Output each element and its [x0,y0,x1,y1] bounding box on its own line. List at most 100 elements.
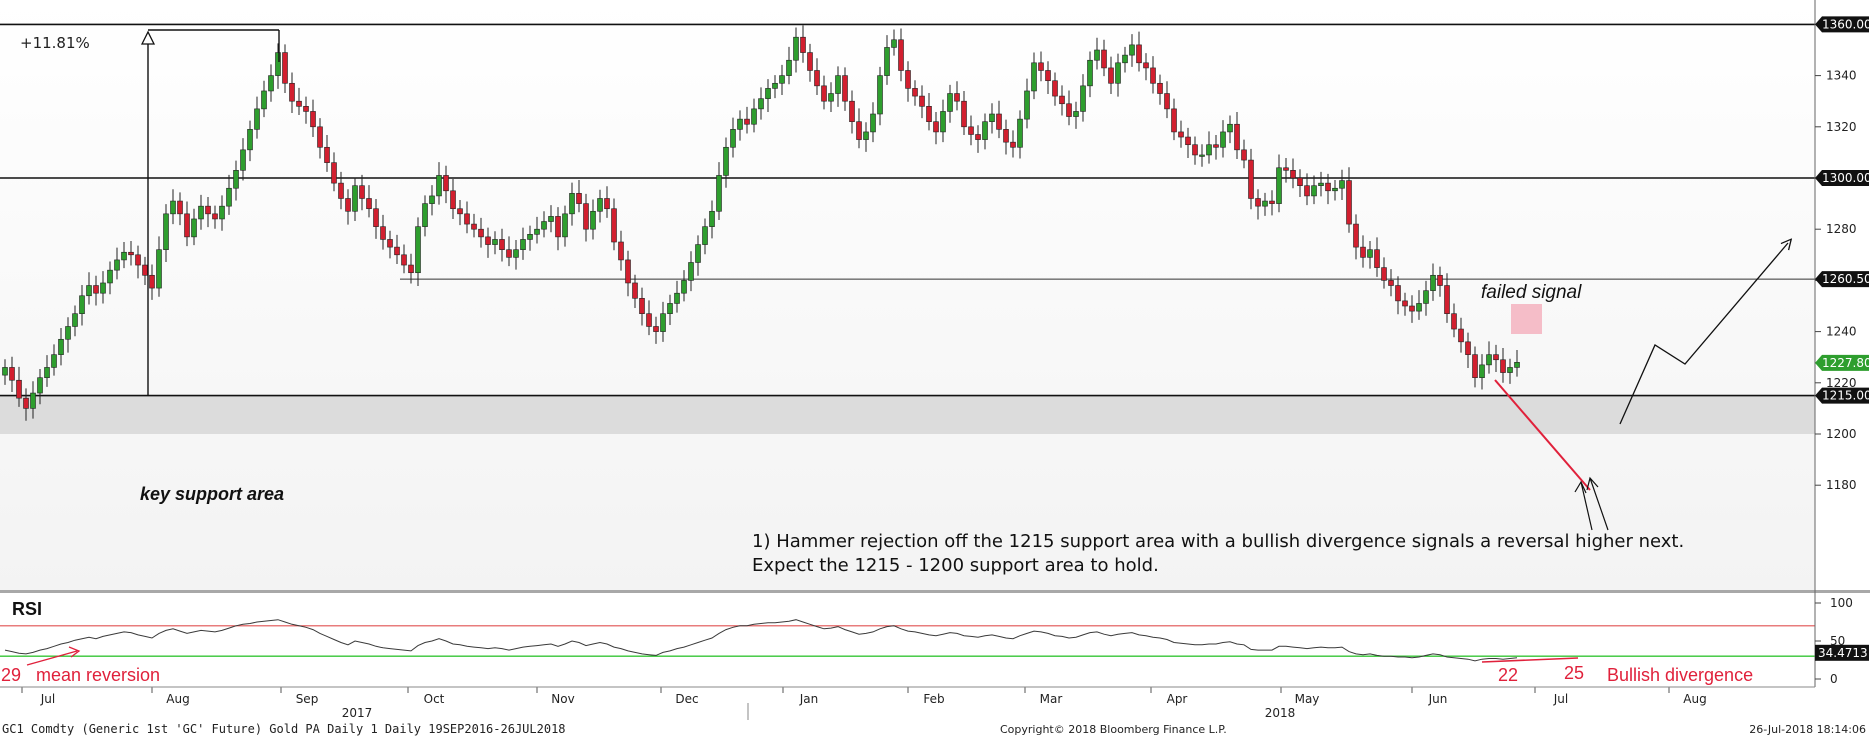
candle-body-190 [1332,187,1338,192]
candle-body-98 [688,262,694,281]
candle-body-23 [163,213,169,250]
candle-body-208 [1458,328,1464,343]
candle-body-80 [562,213,568,238]
candle-body-76 [534,228,540,235]
rsi-annot-22: 22 [1498,665,1518,685]
rally-arrow-head [140,30,156,45]
rsi-last-tag-label: 34.4713 [1818,646,1868,660]
candle-body-95 [667,303,673,314]
candle-body-42 [296,100,302,107]
candle-body-61 [429,195,435,204]
rsi-tick-label-2: 100 [1830,596,1853,610]
candle-body-38 [268,75,274,92]
candle-body-174 [1220,131,1226,148]
candle-body-180 [1262,200,1268,207]
candle-body-48 [338,182,344,199]
candle-body-65 [457,208,463,215]
candle-body-210 [1472,354,1478,378]
price-tag-label-3: 1227.80 [1822,356,1870,370]
rsi-tick-label-1: 50 [1830,634,1845,648]
candle-body-154 [1080,85,1086,112]
month-axis: Jul Aug Sep Oct Nov Dec Jan Feb Mar Apr May Jun Jul A… [0,686,1815,720]
candle-body-82 [576,193,582,204]
rsi-annot-bullish-divergence: Bullish divergence [1607,665,1753,685]
candle-body-132 [926,106,932,122]
candle-body-63 [443,175,449,192]
candle-body-32 [226,187,232,207]
candle-body-164 [1150,67,1156,84]
candle-body-209 [1465,341,1471,355]
panel-separator [0,590,1870,593]
candle-body-151 [1059,95,1065,105]
candle-body-152 [1066,103,1072,117]
candle-body-112 [786,59,792,76]
month-label-1: Aug [166,692,189,706]
candle-body-135 [947,93,953,112]
candle-body-3 [23,397,29,409]
candle-body-91 [639,298,645,314]
candle-body-51 [359,185,365,199]
candle-body-71 [499,239,505,250]
failed-signal-box [1511,304,1542,334]
month-label-8: Mar [1040,692,1063,706]
month-label-11: Jun [1428,692,1448,706]
candle-body-19 [135,254,141,266]
price-tick-label-8: 1340 [1826,69,1857,83]
candle-body-21 [149,274,155,289]
candle-body-52 [366,198,372,210]
timestamp: 26-Jul-2018 18:14:06 [1749,723,1866,736]
candle-body-81 [569,193,575,215]
candle-body-90 [632,282,638,299]
candle-body-26 [184,213,190,238]
month-label-7: Feb [923,692,944,706]
candle-body-117 [821,85,827,102]
candle-body-96 [674,292,680,304]
candle-body-14 [100,282,106,294]
candle-body-7 [51,354,57,368]
month-label-2: Sep [296,692,319,706]
candle-body-25 [177,200,183,215]
candle-body-62 [436,175,442,197]
price-tick-label-2: 1220 [1826,376,1857,390]
candle-body-16 [114,259,120,271]
candle-body-212 [1486,354,1492,366]
candle-body-142 [996,113,1002,130]
candle-body-68 [478,228,484,238]
candle-body-67 [471,223,477,230]
candle-body-74 [520,239,526,250]
candle-body-5 [37,377,43,394]
hammer-arrow-right [1586,476,1609,531]
candle-body-171 [1199,154,1205,157]
instrument-line: GC1 Comdty (Generic 1st 'GC' Future) Gol… [2,722,566,736]
candle-body-110 [772,82,778,89]
price-tag-label-1: 1300.00 [1822,171,1870,185]
candle-body-116 [814,70,820,87]
candle-body-50 [352,185,358,212]
candle-body-34 [240,149,246,171]
candle-body-53 [373,208,379,227]
price-tick-label-0: 1180 [1826,478,1857,492]
candle-body-6 [44,367,50,378]
candle-body-158 [1108,67,1114,84]
candle-body-37 [261,90,267,110]
candle-body-147 [1031,62,1037,92]
candle-body-126 [884,47,890,76]
rsi-line [4,619,1518,662]
candle-body-195 [1367,249,1373,258]
candle-body-11 [79,295,85,314]
candle-body-20 [142,264,148,276]
candle-body-99 [695,244,701,263]
candle-body-185 [1297,177,1303,186]
rsi-mean-reversion-arrow [26,646,81,666]
candle-body-169 [1185,136,1191,146]
candle-body-119 [835,75,841,94]
candle-body-69 [485,236,491,245]
candle-body-109 [765,88,771,99]
candle-body-45 [317,126,323,148]
candle-body-89 [625,259,631,284]
candle-body-12 [86,285,92,297]
candle-body-87 [611,208,617,243]
month-label-0: Jul [40,692,55,706]
candle-body-85 [597,198,603,212]
candle-body-56 [394,246,400,256]
